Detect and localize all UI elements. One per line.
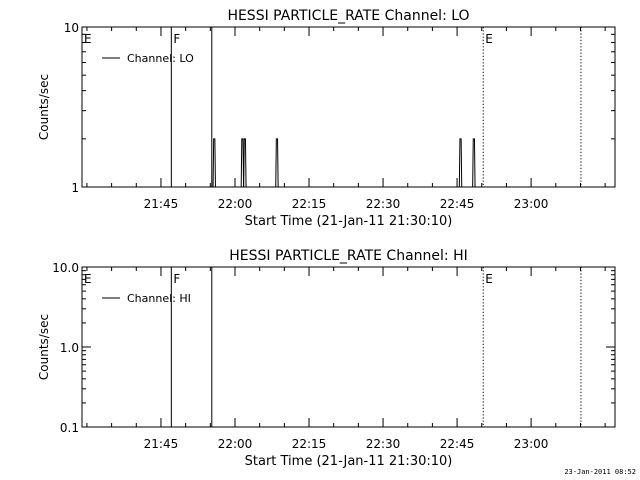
panel-1-event-marker-label: F xyxy=(173,32,180,46)
panel-1-x-tick-label: 23:00 xyxy=(514,197,549,211)
panel-1-x-tick-label: 22:15 xyxy=(292,197,327,211)
panel-1-data-point xyxy=(472,138,476,188)
panel-1-x-tick-label: 21:45 xyxy=(144,197,179,211)
panel-1-data-point xyxy=(240,138,245,188)
panel-2-event-marker-label: E xyxy=(84,272,92,286)
panel-2-chart-title: HESSI PARTICLE_RATE Channel: HI xyxy=(229,248,467,264)
panel-1-event-marker-label: E xyxy=(485,32,493,46)
panel-2-x-tick-label: 22:45 xyxy=(440,437,475,451)
footer-timestamp: 23-Jan-2011 08:52 xyxy=(564,468,636,476)
panel-1-chart-title: HESSI PARTICLE_RATE Channel: LO xyxy=(227,8,469,24)
panel-1-y-tick-label: 1 xyxy=(71,181,79,195)
panel-1-y-tick-label: 10 xyxy=(64,21,79,35)
panel-1-x-axis-label: Start Time (21-Jan-11 21:30:10) xyxy=(245,214,453,229)
panel-2-x-tick-label: 23:00 xyxy=(514,437,549,451)
panel-2-plot-frame xyxy=(81,266,616,428)
panel-2-x-axis-label: Start Time (21-Jan-11 21:30:10) xyxy=(245,454,453,469)
panel-2-x-tick-label: 22:15 xyxy=(292,437,327,451)
panel-2-x-tick-label: 21:45 xyxy=(144,437,179,451)
panel-1-data-point xyxy=(458,138,463,188)
panel-1-y-axis-label: Counts/sec xyxy=(37,74,51,140)
panel-2-y-tick-label: 0.1 xyxy=(60,421,79,435)
panel-1-data-point xyxy=(243,138,247,188)
panel-1-event-marker-label: E xyxy=(84,32,92,46)
panel-2-y-axis-label: Counts/sec xyxy=(37,314,51,380)
panel-1-legend-label: Channel: LO xyxy=(127,52,194,65)
panel-1-data-point xyxy=(275,138,279,188)
panel-1-data-point xyxy=(212,138,216,188)
panel-1-x-tick-label: 22:30 xyxy=(366,197,401,211)
panel-2-legend-label: Channel: HI xyxy=(127,292,191,305)
panel-2-y-tick-label: 1.0 xyxy=(60,341,79,355)
panel-2-x-tick-label: 22:30 xyxy=(366,437,401,451)
panel-2-x-tick-label: 22:00 xyxy=(218,437,253,451)
panel-1-plot-frame xyxy=(81,26,616,188)
panel-2-event-marker-label: E xyxy=(485,272,493,286)
panel-2-y-tick-label: 10.0 xyxy=(52,261,79,275)
panel-1-x-tick-label: 22:45 xyxy=(440,197,475,211)
panel-1-x-tick-label: 22:00 xyxy=(218,197,253,211)
panel-2-event-marker-label: F xyxy=(173,272,180,286)
